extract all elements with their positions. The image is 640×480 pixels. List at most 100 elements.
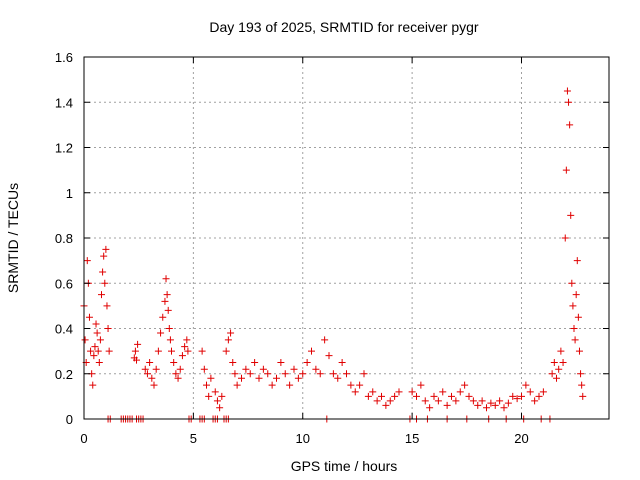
data-point bbox=[281, 370, 289, 378]
data-point bbox=[246, 370, 254, 378]
data-point bbox=[87, 347, 95, 355]
data-point bbox=[571, 336, 579, 344]
data-point bbox=[178, 352, 186, 360]
data-point bbox=[268, 381, 276, 389]
data-point bbox=[242, 365, 250, 373]
data-point bbox=[146, 358, 154, 366]
data-point bbox=[443, 401, 451, 409]
data-point bbox=[518, 392, 525, 400]
data-point bbox=[99, 268, 107, 276]
data-point bbox=[382, 401, 390, 409]
data-point bbox=[426, 404, 434, 412]
data-point bbox=[133, 356, 140, 364]
data-point bbox=[548, 370, 556, 378]
data-point bbox=[159, 313, 167, 321]
data-point bbox=[103, 302, 111, 310]
data-point bbox=[461, 381, 469, 389]
data-point bbox=[233, 381, 241, 389]
data-point bbox=[575, 347, 583, 355]
data-point bbox=[364, 392, 372, 400]
data-point bbox=[347, 381, 355, 389]
data-point bbox=[163, 291, 171, 299]
data-point bbox=[408, 388, 416, 396]
data-point bbox=[360, 370, 368, 378]
data-point bbox=[465, 392, 473, 400]
data-point bbox=[81, 336, 89, 344]
data-point bbox=[469, 397, 477, 405]
data-point bbox=[566, 121, 574, 129]
y-tick-label: 1.6 bbox=[55, 50, 73, 65]
data-point bbox=[478, 397, 486, 405]
data-point bbox=[102, 245, 110, 253]
data-point bbox=[131, 347, 139, 355]
chart-title: Day 193 of 2025, SRMTID for receiver pyg… bbox=[209, 19, 479, 35]
data-point bbox=[166, 336, 174, 344]
data-point bbox=[227, 329, 235, 337]
data-point bbox=[105, 347, 113, 355]
data-point bbox=[369, 388, 377, 396]
data-point bbox=[439, 388, 447, 396]
data-point bbox=[417, 381, 425, 389]
data-point bbox=[373, 397, 381, 405]
data-point bbox=[273, 374, 280, 382]
data-point bbox=[154, 347, 162, 355]
data-point bbox=[176, 365, 184, 373]
data-point bbox=[321, 336, 329, 344]
data-point bbox=[562, 166, 570, 174]
axis-ticks: 0 0.2 0.4 0.6 0.8 1 1.2 1.4 1.6 0 5 10 15 20 bbox=[55, 50, 609, 446]
data-point bbox=[500, 404, 508, 412]
data-point bbox=[553, 374, 560, 382]
data-point bbox=[496, 397, 504, 405]
data-point bbox=[483, 404, 490, 412]
data-point bbox=[522, 381, 530, 389]
data-point bbox=[535, 392, 543, 400]
data-point bbox=[329, 370, 337, 378]
data-point bbox=[578, 381, 586, 389]
data-point bbox=[264, 370, 272, 378]
data-point bbox=[203, 381, 210, 389]
data-point bbox=[148, 374, 156, 382]
data-point bbox=[573, 257, 581, 265]
data-point bbox=[157, 329, 165, 337]
data-point bbox=[91, 343, 99, 351]
data-point bbox=[526, 388, 534, 396]
data-point bbox=[531, 397, 539, 405]
data-point bbox=[303, 358, 311, 366]
data-point bbox=[378, 392, 385, 400]
data-point bbox=[90, 352, 98, 360]
data-point bbox=[205, 392, 213, 400]
data-point bbox=[161, 297, 169, 305]
x-tick-label: 0 bbox=[80, 431, 87, 446]
data-point bbox=[325, 352, 333, 360]
data-point bbox=[456, 388, 464, 396]
data-point bbox=[448, 392, 455, 400]
data-point bbox=[430, 392, 438, 400]
data-point bbox=[143, 370, 151, 378]
data-point bbox=[172, 370, 180, 378]
data-point bbox=[565, 98, 573, 106]
data-point bbox=[222, 347, 230, 355]
data-point bbox=[141, 365, 149, 373]
y-tick-label: 0.2 bbox=[55, 367, 73, 382]
data-point bbox=[569, 302, 577, 310]
data-point bbox=[452, 397, 460, 405]
data-point bbox=[229, 358, 237, 366]
data-point bbox=[170, 358, 178, 366]
data-point bbox=[413, 392, 420, 400]
data-point bbox=[174, 374, 182, 382]
data-point bbox=[216, 404, 224, 412]
y-tick-label: 1.2 bbox=[55, 141, 73, 156]
data-point bbox=[218, 392, 226, 400]
data-point bbox=[286, 381, 294, 389]
data-point bbox=[579, 392, 587, 400]
data-point bbox=[104, 325, 112, 332]
y-tick-label: 0.8 bbox=[55, 231, 73, 246]
data-point bbox=[168, 347, 175, 355]
y-tick-label: 1.4 bbox=[55, 95, 73, 110]
x-tick-label: 20 bbox=[514, 431, 528, 446]
x-tick-label: 5 bbox=[190, 431, 197, 446]
x-tick-label: 10 bbox=[296, 431, 310, 446]
data-point bbox=[224, 336, 232, 344]
data-point bbox=[563, 87, 571, 95]
